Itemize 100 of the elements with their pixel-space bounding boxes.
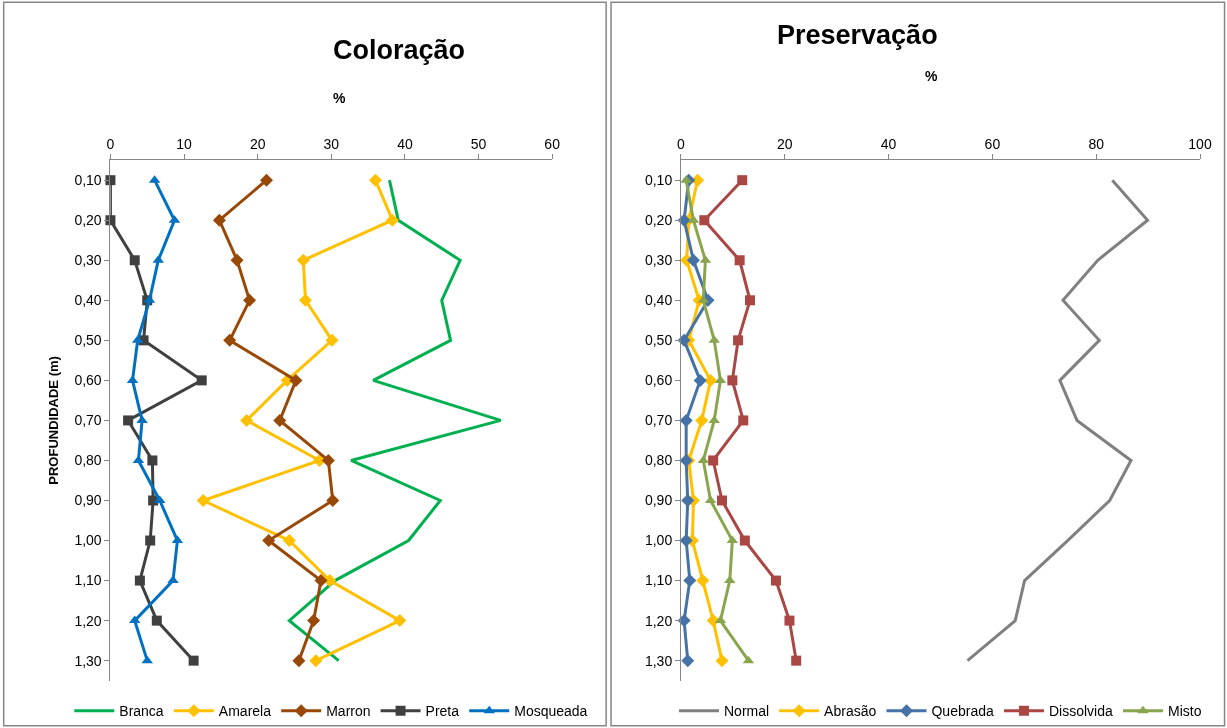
point	[784, 615, 795, 626]
legend-label: Branca	[119, 703, 164, 720]
x-tick-label: 50	[470, 135, 487, 152]
point	[151, 615, 162, 626]
point	[683, 574, 697, 588]
point	[791, 655, 802, 666]
legend-label: Abrasão	[824, 703, 877, 720]
point	[196, 375, 207, 386]
y-tick-label: 1,10	[644, 572, 673, 589]
legend-label: Mosqueada	[514, 703, 588, 720]
y-tick-label: 0,20	[74, 212, 102, 229]
point	[325, 333, 339, 347]
point	[273, 413, 287, 427]
point	[129, 255, 140, 266]
point	[123, 415, 134, 426]
y-tick-label: 0,50	[644, 332, 673, 349]
point	[696, 574, 710, 588]
x-tick-label: 60	[544, 135, 561, 152]
y-tick-label: 1,20	[74, 612, 102, 629]
y-tick-label: 0,70	[644, 412, 673, 429]
point	[243, 293, 257, 307]
point	[296, 253, 310, 267]
point	[715, 654, 729, 668]
point	[309, 654, 323, 668]
y-tick-label: 0,60	[644, 372, 673, 389]
point	[307, 614, 321, 628]
point	[147, 455, 158, 466]
x-tick-label: 40	[880, 135, 897, 152]
point	[770, 575, 781, 586]
point	[289, 373, 303, 387]
x-tick-label: 20	[777, 135, 793, 152]
point	[260, 173, 273, 187]
y-tick-label: 1,30	[644, 652, 673, 669]
y-tick-label: 0,30	[644, 252, 673, 269]
point	[368, 173, 382, 187]
x-tick-label: 100	[1188, 135, 1212, 152]
y-tick-label: 0,40	[74, 292, 102, 309]
point	[282, 534, 296, 548]
legend-label: Normal	[724, 703, 770, 720]
legend-label: Marron	[326, 703, 371, 720]
legend-label: Amarela	[218, 703, 272, 720]
point	[734, 255, 745, 266]
y-tick-label: 0,60	[74, 372, 102, 389]
point	[679, 413, 693, 427]
point	[292, 654, 306, 668]
point	[708, 455, 719, 466]
point	[738, 415, 749, 426]
point	[686, 253, 700, 267]
y-tick-label: 0,20	[644, 212, 673, 229]
chart-title: Preservação	[777, 20, 938, 50]
point	[693, 373, 707, 387]
point	[737, 175, 748, 186]
y-axis-title: PROFUNDIDADE (m)	[46, 356, 62, 485]
point	[393, 614, 407, 628]
x-tick-label: 20	[249, 135, 266, 152]
point	[679, 534, 693, 548]
x-tick-label: 0	[677, 135, 686, 152]
point	[704, 373, 718, 387]
point	[733, 335, 744, 346]
chart-title: Coloração	[333, 35, 466, 65]
y-tick-label: 1,30	[74, 652, 102, 669]
point	[188, 655, 199, 666]
point	[681, 654, 695, 668]
x-axis-title: %	[925, 68, 938, 84]
point	[695, 413, 709, 427]
point	[230, 253, 244, 267]
legend-label: Preta	[425, 703, 460, 720]
y-tick-label: 0,10	[644, 172, 673, 189]
point	[223, 333, 237, 347]
point	[724, 575, 736, 584]
x-tick-label: 30	[323, 135, 340, 152]
legend-label: Dissolvida	[1048, 703, 1113, 720]
y-tick-label: 1,10	[74, 572, 102, 589]
y-tick-label: 0,90	[644, 492, 673, 509]
y-tick-label: 0,40	[644, 292, 673, 309]
y-tick-label: 1,00	[644, 532, 673, 549]
x-tick-label: 10	[176, 135, 193, 152]
point	[739, 535, 750, 546]
point	[326, 494, 340, 507]
y-tick-label: 0,80	[644, 452, 673, 469]
point	[145, 535, 156, 546]
point	[727, 375, 738, 386]
x-tick-label: 0	[106, 135, 115, 152]
x-axis-title: %	[333, 90, 346, 106]
y-tick-label: 0,50	[74, 332, 102, 349]
point	[745, 295, 756, 306]
point	[240, 413, 254, 427]
y-tick-label: 0,30	[74, 252, 102, 269]
y-tick-label: 0,70	[74, 412, 102, 429]
legend-label: Misto	[1167, 703, 1202, 720]
point	[699, 215, 710, 226]
x-tick-label: 60	[984, 135, 1001, 152]
x-tick-label: 80	[1088, 135, 1105, 152]
y-tick-label: 1,00	[74, 532, 102, 549]
point	[314, 574, 328, 588]
point	[262, 534, 276, 548]
point	[212, 213, 226, 227]
legend-label: Quebrada	[931, 703, 994, 720]
x-tick-label: 40	[397, 135, 413, 152]
point	[299, 293, 313, 307]
